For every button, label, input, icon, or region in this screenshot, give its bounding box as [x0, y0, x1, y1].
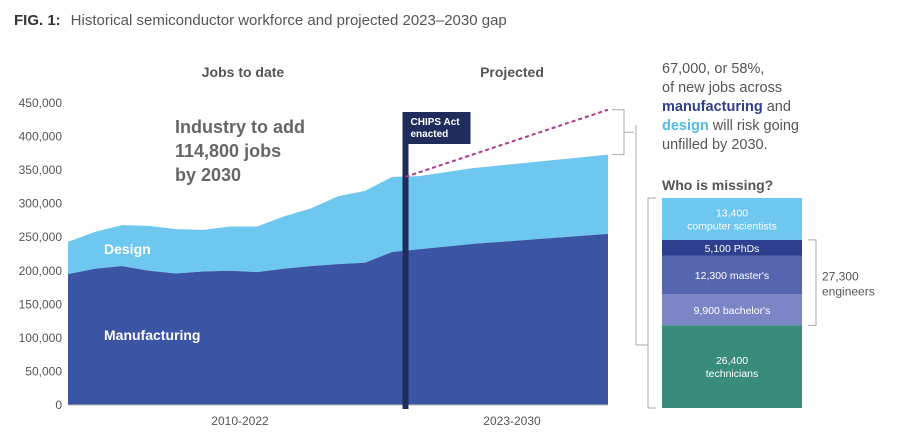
- design-series-label: Design: [104, 241, 151, 257]
- callout-line-1: 67,000, or 58%,: [662, 61, 765, 77]
- missing-segment: [662, 239, 802, 256]
- missing-segment-label: 13,400: [716, 207, 748, 219]
- chips-act-marker-box: [402, 112, 471, 144]
- y-tick-label: 0: [55, 398, 62, 412]
- y-tick-label: 200,000: [19, 264, 63, 278]
- manufacturing-series-label: Manufacturing: [104, 327, 200, 343]
- section-label-historical: Jobs to date: [202, 64, 285, 80]
- design-area: [68, 154, 608, 275]
- y-tick-label: 50,000: [25, 364, 62, 378]
- headline-line: 114,800 jobs: [175, 141, 281, 161]
- y-tick-label: 100,000: [19, 331, 63, 345]
- projected-gap-line: [405, 108, 609, 178]
- engineers-bracket: [808, 239, 817, 326]
- figure-title-text: Historical semiconductor workforce and p…: [70, 12, 507, 29]
- missing-segment-label: technicians: [706, 368, 759, 380]
- callout-line-5: unfilled by 2030.: [662, 137, 768, 153]
- callout-manufacturing: manufacturing: [662, 99, 763, 115]
- gap-bracket: [612, 109, 625, 156]
- callout-line-2: of new jobs across: [662, 80, 783, 96]
- missing-left-bracket: [647, 197, 656, 409]
- missing-segment: [662, 198, 802, 240]
- missing-segment-label: 9,900 bachelor's: [694, 305, 771, 317]
- y-tick-label: 150,000: [19, 297, 63, 311]
- callout-and: and: [762, 99, 791, 115]
- callout-line-3: manufacturing and: [662, 98, 862, 117]
- callout-design: design: [662, 118, 709, 134]
- engineers-label-line: 27,300: [822, 270, 859, 284]
- chips-act-label-line: enacted: [411, 129, 449, 140]
- headline-line: Industry to add: [175, 117, 305, 137]
- engineers-label-line: engineers: [822, 285, 875, 299]
- figure-label: FIG. 1:: [14, 12, 61, 29]
- missing-segment-label: 5,100 PhDs: [705, 243, 760, 255]
- x-label-projected: 2023-2030: [483, 414, 541, 428]
- chips-act-marker-line: [402, 112, 409, 409]
- missing-segment: [662, 294, 802, 326]
- y-tick-label: 300,000: [19, 197, 63, 211]
- callout-line-4: design will risk going: [662, 117, 862, 136]
- missing-segment-label: 12,300 master's: [695, 270, 769, 282]
- missing-title: Who is missing?: [662, 177, 773, 193]
- gap-callout: 67,000, or 58%, of new jobs across manuf…: [662, 60, 862, 155]
- figure-title: FIG. 1: Historical semiconductor workforc…: [14, 12, 507, 29]
- missing-segment: [662, 255, 802, 295]
- headline-line: by 2030: [175, 165, 241, 185]
- y-tick-label: 450,000: [19, 96, 63, 110]
- y-tick-label: 250,000: [19, 230, 63, 244]
- missing-segment-label: 26,400: [716, 355, 748, 367]
- section-label-projected: Projected: [480, 64, 544, 80]
- y-tick-label: 350,000: [19, 163, 63, 177]
- y-tick-label: 400,000: [19, 130, 63, 144]
- missing-segment: [662, 325, 802, 408]
- missing-segment-label: computer scientists: [687, 220, 777, 232]
- chips-act-label-line: CHIPS Act: [411, 117, 461, 128]
- manufacturing-area: [68, 233, 608, 405]
- callout-line-4-rest: will risk going: [708, 118, 799, 134]
- x-label-historical: 2010-2022: [211, 414, 269, 428]
